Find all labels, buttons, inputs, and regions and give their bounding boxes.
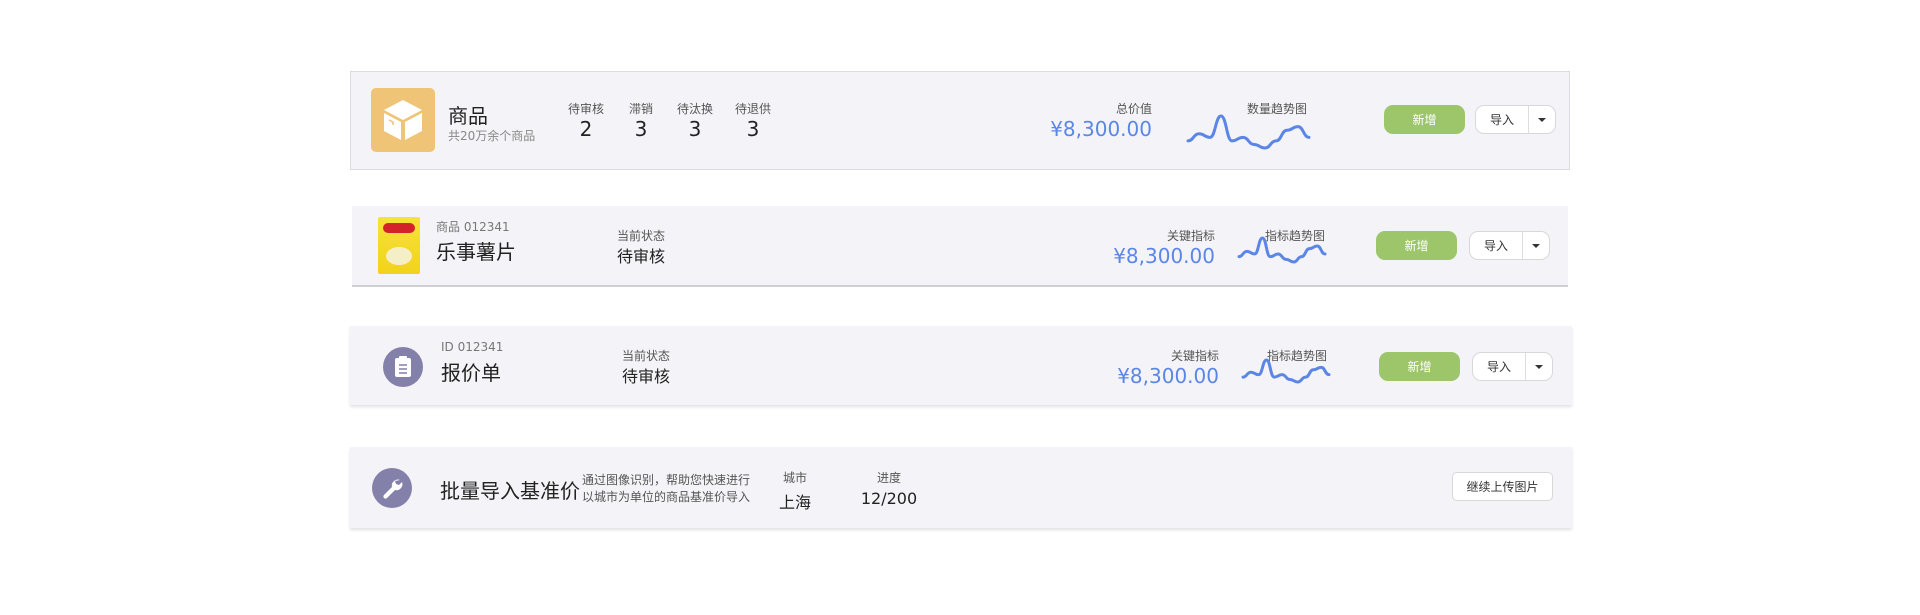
- trend-sparkline: [1241, 358, 1331, 384]
- clipboard-icon: [383, 347, 423, 387]
- stat-value: 3: [688, 117, 702, 141]
- stat-value: 3: [634, 117, 648, 141]
- box-icon: [371, 88, 435, 152]
- add-button[interactable]: 新增: [1384, 105, 1465, 134]
- import-button[interactable]: 导入: [1473, 353, 1526, 380]
- product-detail-card: 商品 012341 乐事薯片 当前状态 待审核 关键指标 ¥8,300.00 指标…: [352, 206, 1568, 287]
- status-label: 当前状态: [617, 229, 666, 243]
- status-value: 待审核: [622, 367, 671, 386]
- add-button[interactable]: 新增: [1376, 231, 1457, 260]
- import-split-button: 导入: [1469, 231, 1550, 260]
- stat-slow-selling[interactable]: 滞销 3: [629, 100, 653, 141]
- product-summary-card: 商品 共20万余个商品 待审核 2 滞销 3 待汰换 3 待退供 3 总价值 ¥8,300…: [350, 71, 1570, 170]
- caret-down-icon: [1538, 117, 1546, 122]
- metric-label: 总价值: [1115, 102, 1152, 116]
- metric-value: ¥8,300.00: [1117, 364, 1219, 388]
- batch-import-title: 批量导入基准价: [440, 479, 580, 503]
- city-label: 城市: [782, 471, 808, 485]
- key-metric: 关键指标 ¥8,300.00: [1113, 227, 1215, 268]
- add-button[interactable]: 新增: [1379, 352, 1460, 381]
- stat-label: 待退供: [734, 102, 772, 116]
- trend-line: [1186, 114, 1311, 150]
- continue-upload-button[interactable]: 继续上传图片: [1452, 472, 1553, 501]
- import-dropdown-toggle[interactable]: [1523, 232, 1549, 259]
- import-split-button: 导入: [1475, 105, 1556, 134]
- stat-pending-review[interactable]: 待审核 2: [568, 100, 604, 141]
- stat-pending-replace[interactable]: 待汰换 3: [677, 100, 713, 141]
- stat-label: 待汰换: [676, 102, 714, 116]
- card-title: 商品: [448, 104, 488, 128]
- trend-label: 指标趋势图: [1264, 229, 1326, 243]
- trend-line: [1241, 358, 1331, 384]
- stat-value: 2: [579, 117, 593, 141]
- city-value: 上海: [778, 493, 812, 512]
- metric-label: 关键指标: [1166, 229, 1215, 243]
- product-id: 商品 012341: [436, 220, 510, 234]
- card-subtitle: 共20万余个商品: [448, 129, 536, 143]
- trend-label: 数量趋势图: [1246, 102, 1308, 116]
- metric-value: ¥8,300.00: [1050, 117, 1152, 141]
- metric-label: 关键指标: [1170, 349, 1219, 363]
- stat-pending-return[interactable]: 待退供 3: [735, 100, 771, 141]
- caret-down-icon: [1535, 364, 1543, 369]
- status-label: 当前状态: [622, 349, 671, 363]
- progress-field: 进度 12/200: [861, 469, 917, 508]
- stat-label: 滞销: [628, 102, 654, 116]
- caret-down-icon: [1532, 243, 1540, 248]
- description-line-1: 通过图像识别，帮助您快速进行: [582, 473, 751, 487]
- metric-value: ¥8,300.00: [1113, 244, 1215, 268]
- status-value: 待审核: [617, 247, 666, 266]
- stat-label: 待审核: [567, 102, 605, 116]
- quote-id: ID 012341: [441, 340, 504, 354]
- total-value: 总价值 ¥8,300.00: [1050, 100, 1152, 141]
- import-button[interactable]: 导入: [1470, 232, 1523, 259]
- import-dropdown-toggle[interactable]: [1526, 353, 1552, 380]
- batch-import-card: 批量导入基准价 通过图像识别，帮助您快速进行 以城市为单位的商品基准价导入 城市…: [350, 447, 1572, 528]
- key-metric: 关键指标 ¥8,300.00: [1117, 347, 1219, 388]
- trend-label: 指标趋势图: [1266, 349, 1328, 363]
- trend-sparkline: [1186, 114, 1311, 150]
- chips-bag-image: [378, 217, 420, 274]
- wrench-icon: [372, 468, 412, 508]
- import-split-button: 导入: [1472, 352, 1553, 381]
- progress-label: 进度: [876, 471, 902, 485]
- quote-card: ID 012341 报价单 当前状态 待审核 关键指标 ¥8,300.00 指标趋…: [350, 326, 1572, 405]
- import-button[interactable]: 导入: [1476, 106, 1529, 133]
- progress-value: 12/200: [860, 489, 918, 508]
- trend-sparkline: [1237, 236, 1327, 264]
- stat-value: 3: [746, 117, 760, 141]
- description-line-2: 以城市为单位的商品基准价导入: [582, 490, 751, 504]
- city-field: 城市 上海: [779, 469, 811, 513]
- trend-line: [1237, 236, 1327, 264]
- quote-title: 报价单: [441, 361, 501, 385]
- product-name: 乐事薯片: [436, 240, 516, 264]
- import-dropdown-toggle[interactable]: [1529, 106, 1555, 133]
